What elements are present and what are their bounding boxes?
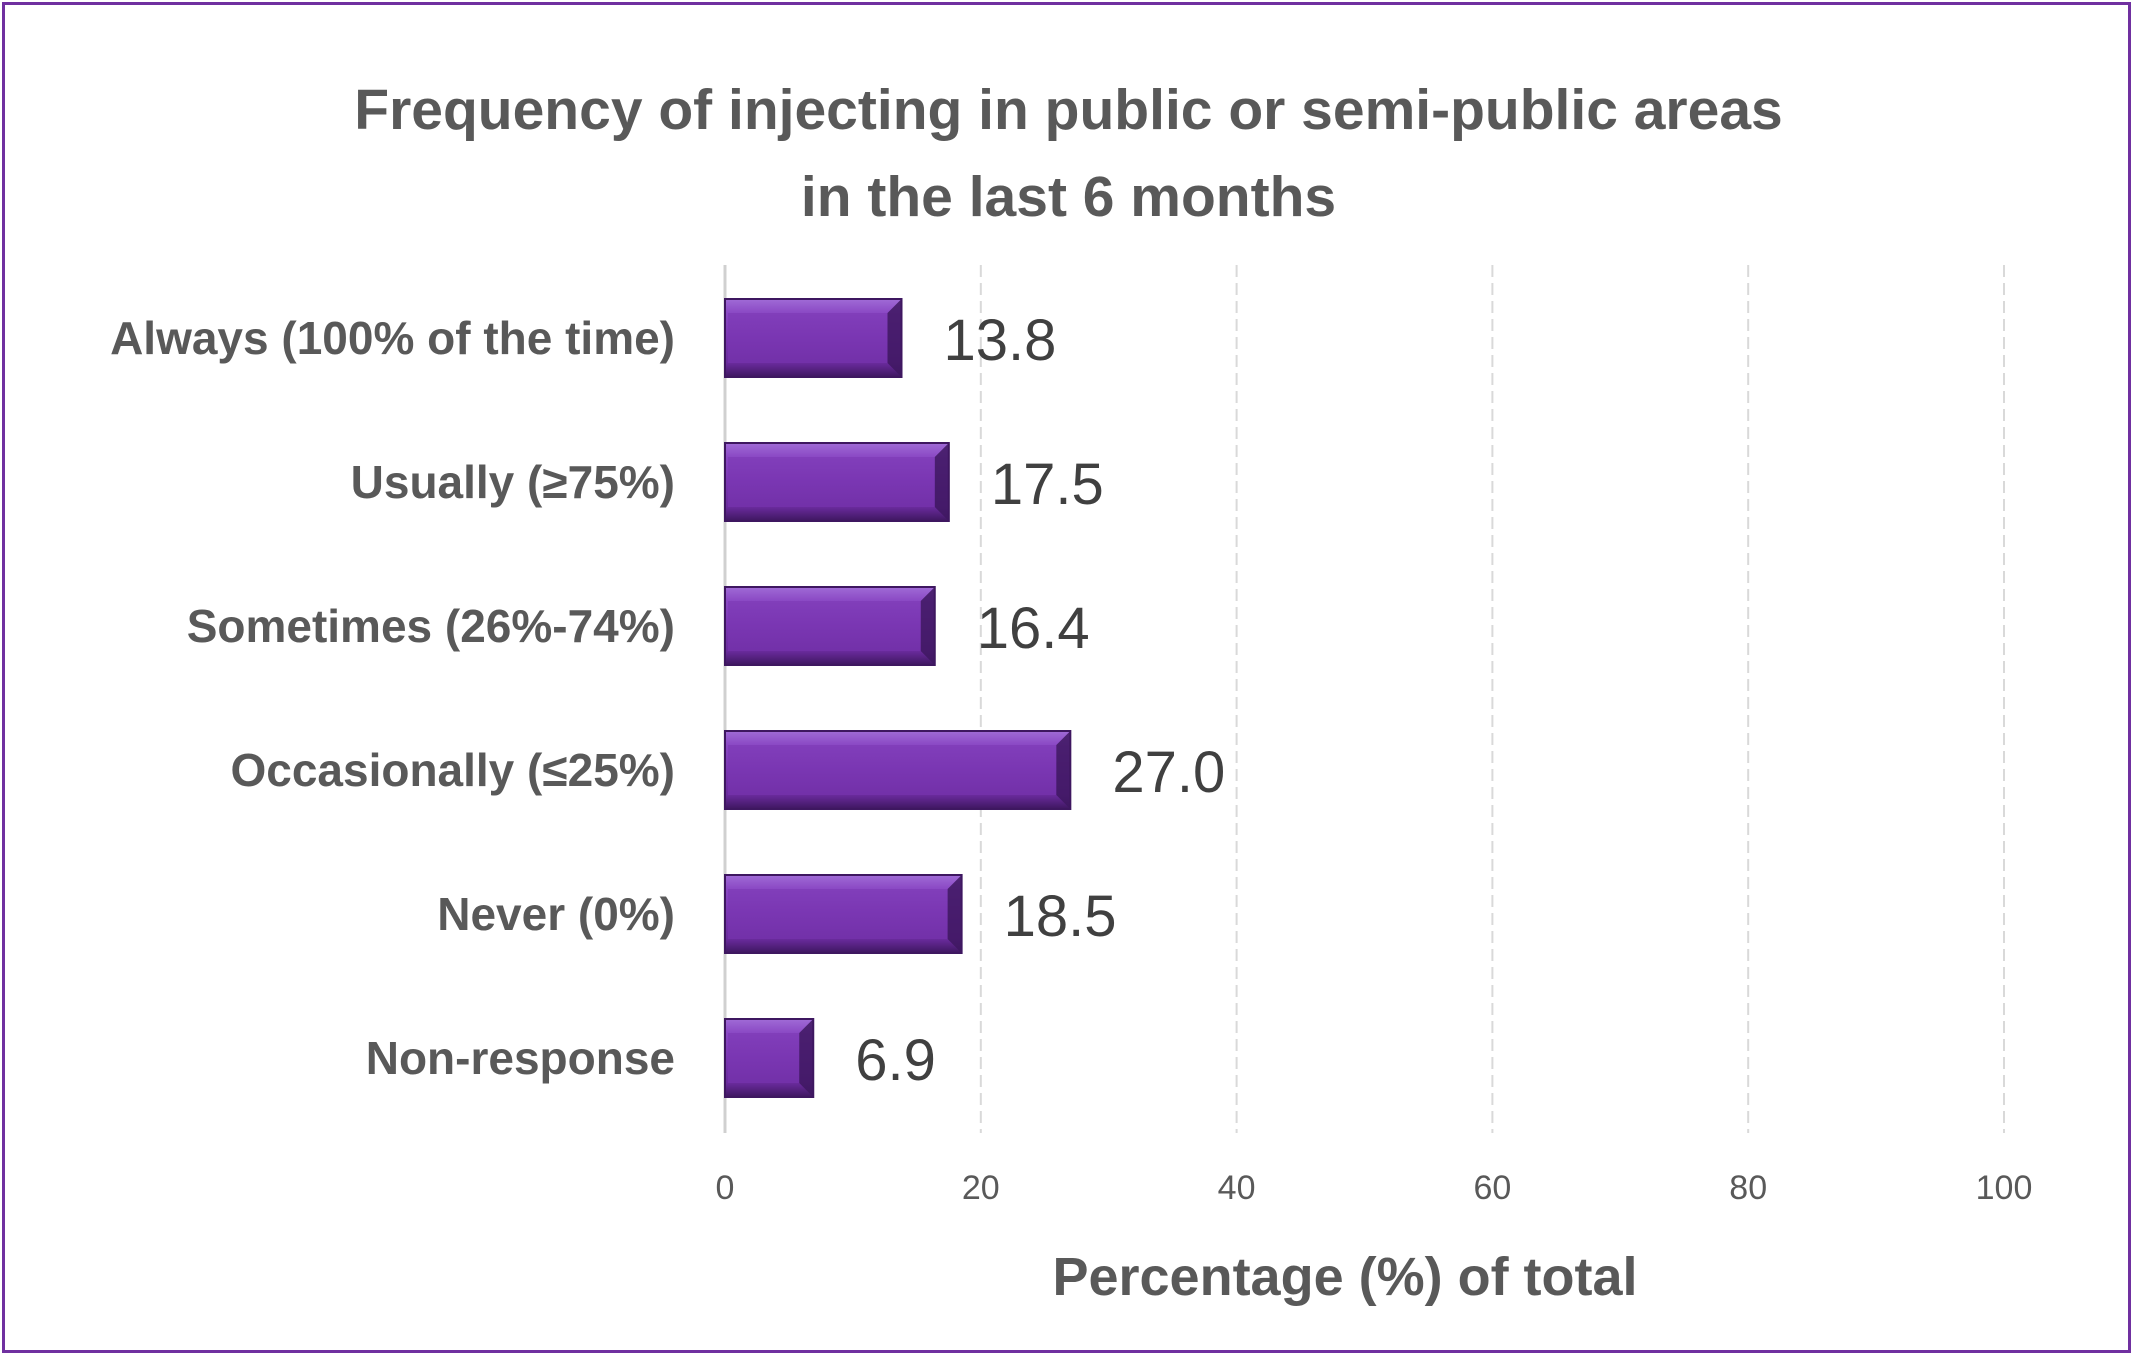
category-label: Usually (≥75%): [351, 456, 675, 508]
category-label: Occasionally (≤25%): [230, 744, 675, 796]
bar-group: [724, 1018, 815, 1098]
plot-area: 0 20 40 60 80 100 Always (100% of the time) 13.…: [110, 265, 2033, 1307]
x-tick-label: 20: [962, 1169, 1000, 1207]
category-label: Never (0%): [437, 888, 675, 940]
bar-bevel: [728, 889, 948, 939]
bar-edge: [947, 875, 962, 953]
bar-edge: [887, 299, 902, 377]
category-label: Non-response: [366, 1032, 675, 1084]
bar-group: [724, 442, 950, 522]
bar-bevel: [728, 1033, 800, 1083]
x-axis-title: Percentage (%) of total: [1052, 1247, 1637, 1307]
bar-edge: [799, 1019, 814, 1097]
bar-edge: [1056, 731, 1071, 809]
bar-edge: [934, 443, 949, 521]
data-label: 13.8: [944, 308, 1057, 373]
x-tick-label: 60: [1473, 1169, 1511, 1207]
data-label: 16.4: [977, 596, 1090, 661]
data-label: 17.5: [991, 452, 1104, 517]
bar-bevel: [728, 745, 1057, 795]
x-tick-label: 40: [1218, 1169, 1256, 1207]
bar-group: [724, 730, 1072, 810]
bar-group: [724, 586, 936, 666]
bar-group: [724, 298, 903, 378]
data-label: 6.9: [855, 1028, 936, 1093]
data-label: 18.5: [1004, 884, 1117, 949]
category-label: Always (100% of the time): [110, 312, 675, 364]
bar-bevel: [728, 601, 921, 651]
data-label: 27.0: [1112, 740, 1225, 805]
x-tick-label: 80: [1729, 1169, 1767, 1207]
bar-group: [724, 874, 963, 954]
x-tick-label: 0: [716, 1169, 735, 1207]
category-label: Sometimes (26%-74%): [187, 600, 675, 652]
chart-title: Frequency of injecting in public or semi…: [354, 78, 1783, 229]
x-tick-label: 100: [1976, 1169, 2033, 1207]
bar-bevel: [728, 457, 935, 507]
bar-edge: [920, 587, 935, 665]
bar-bevel: [728, 313, 888, 363]
